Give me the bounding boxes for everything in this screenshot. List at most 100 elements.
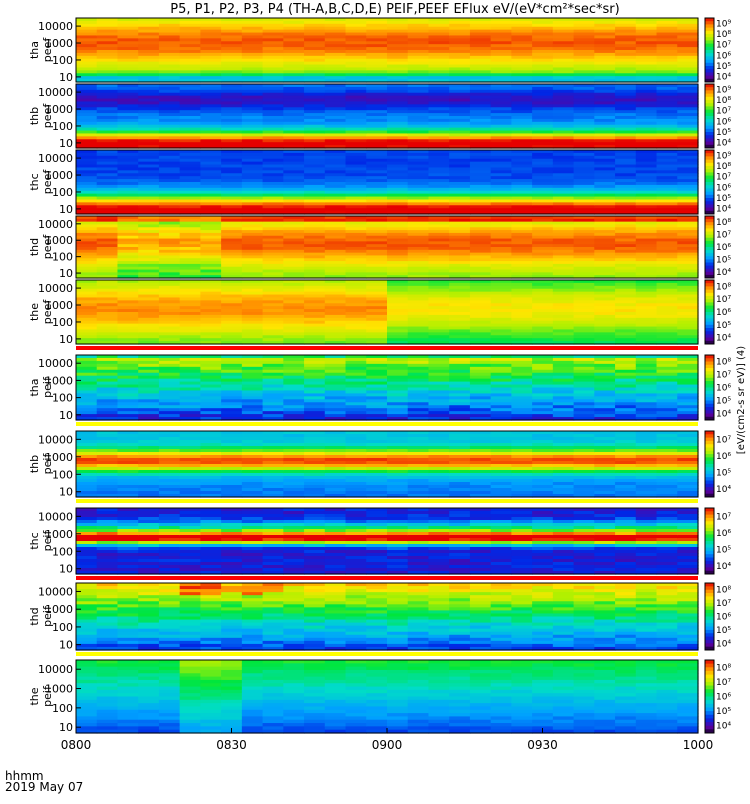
colorbar-segment xyxy=(705,94,714,98)
panels-group: 10100100010000thapeef10⁴10⁵10⁶10⁷10⁸10⁹1… xyxy=(28,18,731,734)
y-tick-label: 100 xyxy=(52,54,73,67)
colorbar-segment xyxy=(705,365,714,369)
colorbar-segment xyxy=(705,169,714,173)
colorbar-segment xyxy=(705,116,714,120)
colorbar-segment xyxy=(705,334,714,338)
colorbar-segment xyxy=(705,306,714,310)
colorbar-segment xyxy=(705,66,714,70)
colorbar-tick-label: 10⁶ xyxy=(716,183,731,193)
colorbar-tick-label: 10⁸ xyxy=(716,162,731,172)
colorbar-segment xyxy=(705,60,714,64)
y-tick-label: 100 xyxy=(52,251,73,264)
colorbar-segment xyxy=(705,37,714,41)
colorbar-segment xyxy=(705,56,714,60)
colorbar-segment xyxy=(705,272,714,276)
gap-stripe xyxy=(76,422,698,426)
y-tick-label: 10000 xyxy=(38,86,73,99)
colorbar-tick-label: 10⁹ xyxy=(716,151,731,161)
colorbar-segment xyxy=(705,296,714,300)
colorbar-segment xyxy=(705,371,714,375)
colorbar-segment xyxy=(705,76,714,80)
colorbar-segment xyxy=(705,464,714,468)
colorbar-tick-label: 10⁷ xyxy=(716,173,731,183)
colorbar-segment xyxy=(705,204,714,208)
colorbar-segment xyxy=(705,90,714,94)
gap-stripe xyxy=(76,499,698,503)
colorbar-tick-label: 10⁸ xyxy=(716,282,731,292)
colorbar-segment xyxy=(705,484,714,488)
colorbar-segment xyxy=(705,113,714,117)
colorbar-segment xyxy=(705,135,714,139)
colorbar-segment xyxy=(705,122,714,126)
y-tick-label: 100 xyxy=(52,316,73,329)
colorbar-segment xyxy=(705,31,714,35)
colorbar-tick-label: 10⁴ xyxy=(716,485,731,495)
colorbar-tick-label: 10⁴ xyxy=(716,205,731,215)
colorbar-segment xyxy=(705,404,714,408)
colorbar-segment xyxy=(705,454,714,458)
colorbar-segment xyxy=(705,467,714,471)
colorbar-segment xyxy=(705,401,714,405)
colorbar-segment xyxy=(705,34,714,38)
colorbar-segment xyxy=(705,228,714,232)
colorbar-segment xyxy=(705,232,714,236)
colorbar-tick-label: 10⁵ xyxy=(716,397,731,407)
panel-label: thepeef xyxy=(28,299,54,325)
colorbar-segment xyxy=(705,312,714,316)
y-tick-label: 10 xyxy=(59,267,73,280)
colorbar-segment xyxy=(705,163,714,167)
colorbar-tick-label: 10⁷ xyxy=(716,435,731,445)
colorbar-segment xyxy=(705,315,714,319)
colorbar-segment xyxy=(705,179,714,183)
y-tick-label: 10000 xyxy=(38,218,73,231)
colorbar-segment xyxy=(705,263,714,267)
colorbar-tick-label: 10⁸ xyxy=(716,218,731,228)
colorbar-segment xyxy=(705,132,714,136)
colorbar-segment xyxy=(705,259,714,263)
colorbar-segment xyxy=(705,318,714,322)
colorbar-segment xyxy=(705,414,714,418)
colorbar-segment xyxy=(705,394,714,398)
colorbar-tick-label: 10⁶ xyxy=(716,384,731,394)
colorbar-segment xyxy=(705,481,714,485)
colorbar-tick-label: 10⁵ xyxy=(716,321,731,331)
colorbar-segment xyxy=(705,338,714,342)
colorbar-segment xyxy=(705,201,714,205)
colorbar-segment xyxy=(705,451,714,455)
colorbar-segment xyxy=(705,474,714,478)
colorbar-segment xyxy=(705,63,714,67)
panel-label: thdpeef xyxy=(28,234,54,260)
colorbar-tick-label: 10⁵ xyxy=(716,468,731,478)
colorbar-segment xyxy=(705,381,714,385)
colorbar-segment xyxy=(705,471,714,475)
colorbar-tick-label: 10⁷ xyxy=(716,231,731,241)
colorbar-segment xyxy=(705,368,714,372)
colorbar-segment xyxy=(705,129,714,133)
y-tick-label: 10 xyxy=(59,137,73,150)
colorbar-segment xyxy=(705,225,714,229)
colorbar-segment xyxy=(705,176,714,180)
colorbar-segment xyxy=(705,69,714,73)
colorbar-segment xyxy=(705,388,714,392)
colorbar-segment xyxy=(705,457,714,461)
colorbar-segment xyxy=(705,256,714,260)
colorbar-segment xyxy=(705,434,714,438)
panel-label: thbpeif xyxy=(28,453,54,475)
colorbar-tick-label: 10⁶ xyxy=(716,452,731,462)
colorbar-tick-label: 10⁵ xyxy=(716,62,731,72)
colorbar-tick-label: 10⁷ xyxy=(716,295,731,305)
colorbar-tick-label: 10⁸ xyxy=(716,358,731,368)
colorbar-segment xyxy=(705,188,714,192)
colorbar-segment xyxy=(705,44,714,48)
colorbar-segment xyxy=(705,397,714,401)
colorbar-segment xyxy=(705,283,714,287)
colorbar-segment xyxy=(705,72,714,76)
